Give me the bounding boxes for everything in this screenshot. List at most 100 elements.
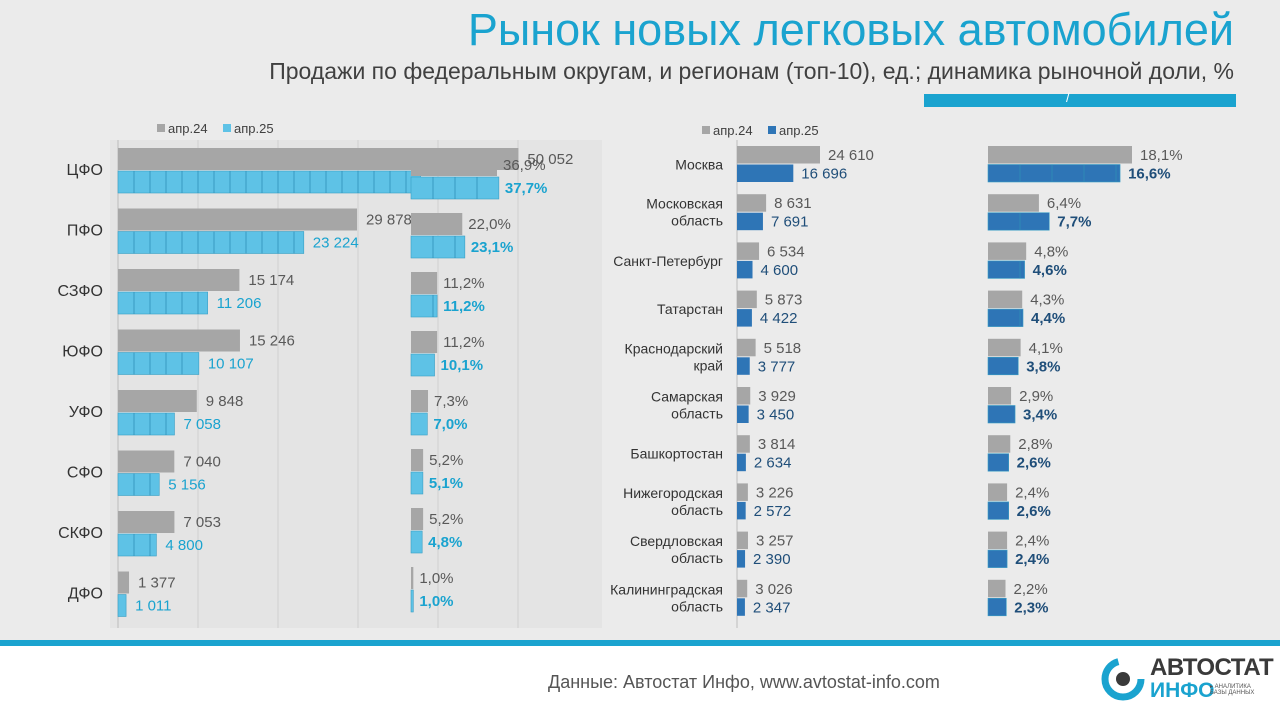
chart3-value-curr: 4 600 [761, 262, 799, 279]
chart1-category-label: ДФО [68, 586, 103, 603]
chart2-value-prev: 5,2% [429, 452, 463, 469]
chart4-bar-curr [987, 597, 1007, 617]
chart2-bar-curr [410, 471, 424, 495]
logo-tagline: ▸ АНАЛИТИКА БАЗЫ ДАННЫХ [1210, 684, 1255, 696]
chart4-value-curr: 2,6% [1017, 455, 1051, 472]
chart4-bar-curr-fill [987, 453, 1009, 472]
chart2-value-curr: 5,1% [429, 475, 463, 492]
chart4-bar-curr-fill [987, 308, 1024, 327]
chart4-bar-prev [988, 194, 1039, 212]
chart2-bar-curr [410, 530, 423, 554]
chart3-bar-prev [737, 338, 756, 357]
avtostat-logo: АВТОСТАТ ИНФО ▸ АНАЛИТИКА БАЗЫ ДАННЫХ [1100, 654, 1274, 704]
chart3-value-prev: 6 534 [767, 243, 805, 260]
chart2-value-prev: 22,0% [468, 216, 511, 233]
chart1-category-label: ПФО [67, 223, 103, 240]
chart1-legend-prev-swatch [157, 124, 165, 132]
chart4-bar-curr [987, 212, 1050, 231]
chart2-value-curr: 11,2% [443, 298, 485, 315]
chart1-bar-curr [117, 231, 305, 254]
chart3-legend-curr-swatch [768, 126, 776, 134]
chart3-value-prev: 24 610 [828, 147, 874, 164]
chart1-bar-curr-fill [117, 352, 200, 375]
chart1-value-curr: 10 107 [208, 356, 254, 373]
chart1-value-prev: 15 246 [249, 333, 295, 350]
chart3-value-prev: 5 518 [764, 340, 802, 357]
chart4-bar-curr [987, 549, 1008, 568]
chart2-bar-curr-fill [410, 294, 438, 318]
logo-text-bottom: ИНФО [1150, 679, 1215, 702]
chart3-bar-prev [737, 531, 748, 550]
logo-mark-icon [1101, 657, 1145, 701]
chart2-bar-curr-fill [410, 412, 428, 436]
chart3-category-label: область [671, 502, 723, 518]
chart2-value-curr: 7,0% [433, 416, 467, 433]
chart1-bar-prev [118, 329, 240, 352]
chart2-bar-curr-fill [410, 589, 414, 613]
chart1-legend-prev-label: апр.24 [168, 121, 208, 136]
chart2-value-prev: 36,9% [503, 157, 546, 174]
source-text: Данные: Автостат Инфо, www.avtostat-info… [548, 672, 940, 692]
chart2-bar-prev [411, 449, 424, 471]
chart2-value-prev: 11,2% [443, 334, 484, 351]
chart4-bar-curr [987, 501, 1009, 520]
chart2-bar-curr [410, 589, 414, 613]
chart4-value-prev: 2,4% [1015, 484, 1049, 501]
chart1-value-curr: 5 156 [168, 477, 206, 494]
chart4-bar-prev [988, 290, 1023, 309]
chart3-bar-curr [737, 501, 746, 520]
chart1-legend-curr-label: апр.25 [234, 121, 274, 136]
chart2-value-curr: 4,8% [428, 534, 462, 551]
chart3-value-prev: 3 026 [755, 581, 793, 598]
chart3-value-curr: 2 390 [753, 551, 791, 568]
chart3-category-label: область [671, 598, 723, 614]
chart4-value-curr: 2,3% [1014, 599, 1048, 616]
chart3-value-prev: 3 814 [758, 436, 796, 453]
chart4-bar-prev [988, 435, 1011, 453]
chart1-bar-curr-fill [117, 594, 127, 617]
chart3-bar-curr [737, 164, 794, 182]
chart1-value-prev: 29 878 [366, 212, 412, 229]
chart2-bar-curr [410, 235, 466, 259]
chart3-value-curr: 2 634 [754, 455, 792, 472]
chart3-value-curr: 16 696 [801, 166, 847, 183]
chart1-value-curr: 11 206 [217, 295, 262, 312]
chart4-value-curr: 4,4% [1031, 310, 1065, 327]
chart3-legend-prev-label: апр.24 [713, 123, 753, 138]
chart1-bar-curr [117, 533, 157, 557]
chart2-bar-curr [410, 353, 435, 377]
chart2-bar-prev [411, 154, 497, 176]
chart3-bar-curr [737, 550, 746, 568]
chart3-bar-prev [737, 387, 751, 405]
chart4-bar-prev [988, 483, 1008, 501]
chart3-bar-prev [737, 483, 748, 501]
chart1-bar-curr [117, 594, 127, 617]
chart4-value-curr: 2,6% [1017, 503, 1051, 520]
chart1-bar-prev [118, 390, 197, 412]
chart2-value-curr: 23,1% [471, 239, 514, 256]
chart4-value-prev: 2,2% [1014, 581, 1048, 598]
chart3-category-label: край [693, 357, 723, 373]
chart2-bar-prev [411, 272, 438, 294]
chart4-value-prev: 6,4% [1047, 195, 1081, 212]
chart3-legend-curr-label: апр.25 [779, 123, 819, 138]
chart3-category-label: Башкортостан [630, 446, 723, 462]
chart1-value-curr: 1 011 [135, 598, 171, 615]
chart4-bar-curr [987, 260, 1025, 279]
chart1-category-label: ЮФО [62, 344, 103, 361]
chart1-bar-curr [117, 352, 200, 375]
chart3-category-label: Московская [646, 196, 723, 212]
chart1-bar-prev [118, 450, 175, 473]
chart1-bar-prev [118, 511, 175, 533]
chart1-category-label: СКФО [58, 525, 103, 542]
chart3-value-prev: 3 226 [756, 484, 794, 501]
chart4-value-prev: 4,3% [1030, 292, 1064, 309]
chart3-bar-curr [737, 309, 752, 327]
chart3-bar-prev [737, 242, 760, 260]
chart3-bar-prev [737, 579, 748, 598]
chart1-bar-curr-fill [117, 170, 421, 194]
chart1-bar-curr [117, 170, 421, 194]
chart4-value-prev: 2,8% [1018, 436, 1052, 453]
chart1-category-label: СЗФО [58, 283, 103, 300]
chart2-value-prev: 11,2% [443, 275, 484, 292]
